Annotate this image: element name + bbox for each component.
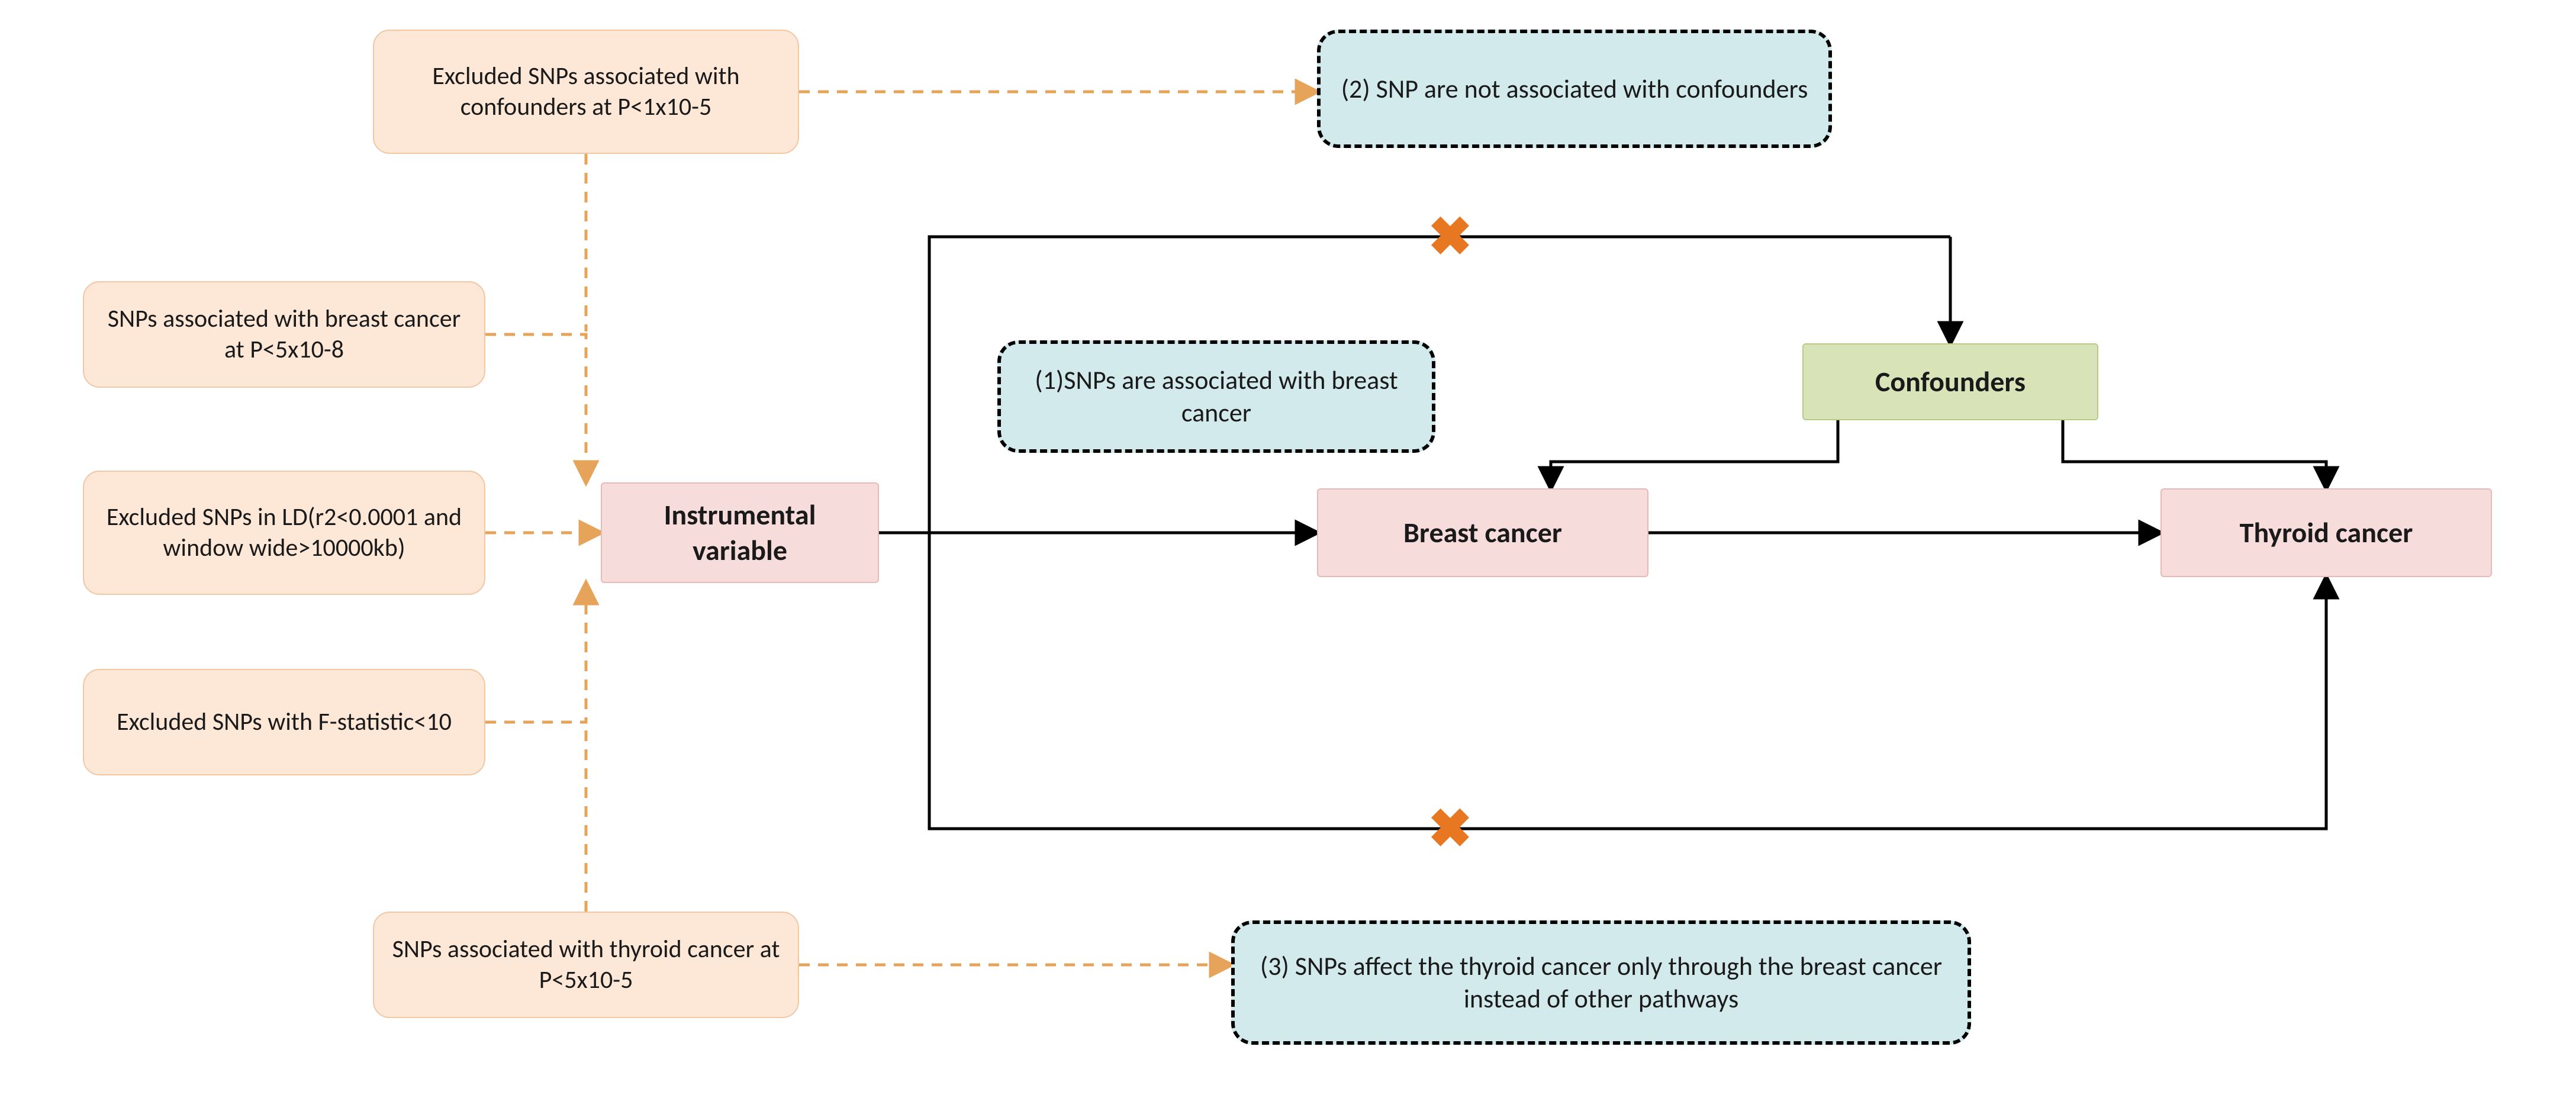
node-excl-confounders: Excluded SNPs associated with confounder…: [373, 30, 799, 154]
node-excl-fstat: Excluded SNPs with F-statistic<10: [83, 669, 485, 775]
node-breast: Breast cancer: [1317, 488, 1648, 577]
node-thyroid: Thyroid cancer: [2160, 488, 2492, 577]
node-assoc-thyroid: SNPs associated with thyroid cancer at P…: [373, 912, 799, 1018]
node-confounders: Confounders: [1802, 343, 2098, 420]
node-instrumental: Instrumental variable: [601, 482, 879, 583]
node-assoc-breast: SNPs associated with breast cancer at P<…: [83, 281, 485, 388]
node-assump2: (2) SNP are not associated with confound…: [1317, 30, 1832, 148]
node-excl-ld: Excluded SNPs in LD(r2<0.0001 and window…: [83, 471, 485, 595]
node-assump1: (1)SNPs are associated with breast cance…: [997, 340, 1435, 453]
x-mark-bottom: ✖: [1428, 798, 1472, 860]
x-mark-top: ✖: [1428, 206, 1472, 268]
diagram-stage: Excluded SNPs associated with confounder…: [0, 0, 2576, 1114]
node-assump3: (3) SNPs affect the thyroid cancer only …: [1231, 920, 1971, 1045]
